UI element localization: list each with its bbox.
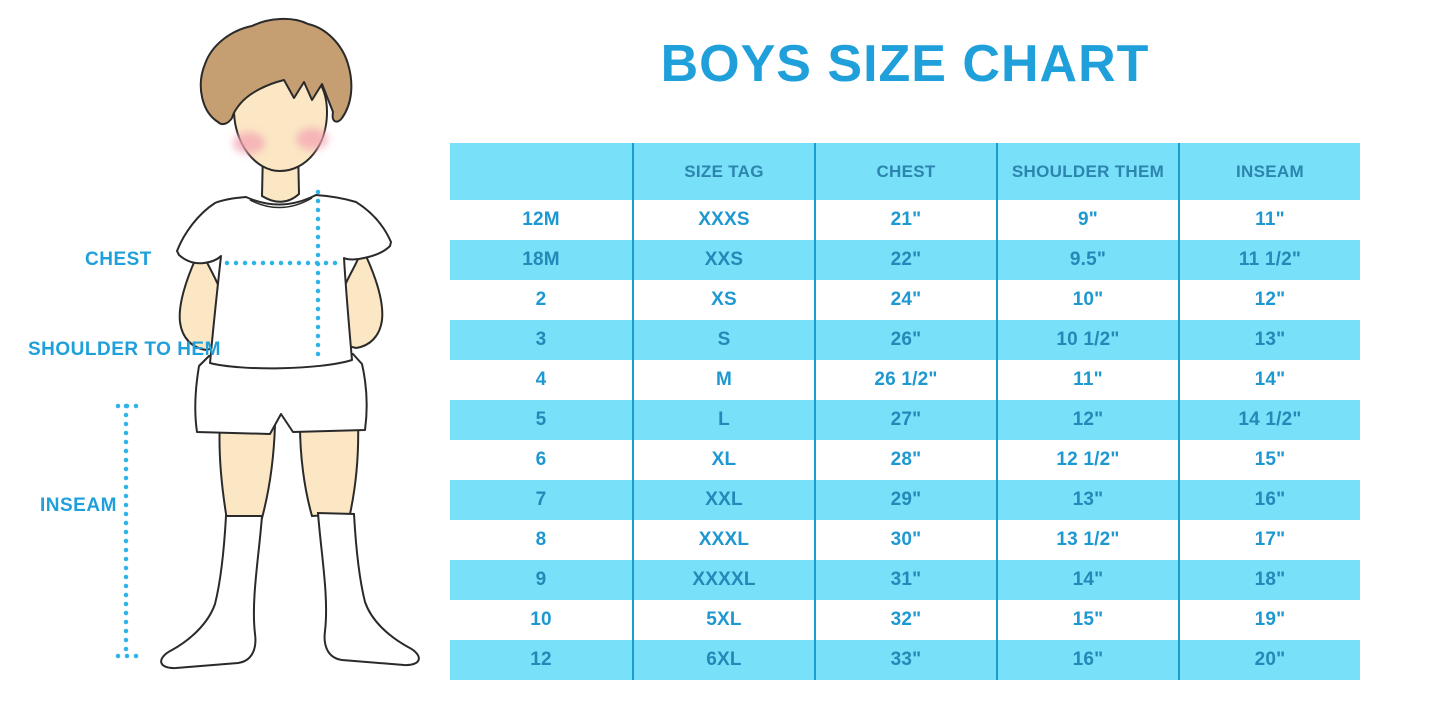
header-size (450, 143, 632, 200)
size-cell: 7 (535, 489, 547, 510)
size-cell: 6 (535, 449, 547, 470)
table-cell: 11" (996, 360, 1178, 400)
table-row: 3 S 26" 10 1/2" 13" (450, 320, 1360, 360)
size-cell: 8 (535, 529, 547, 550)
table-row: 8 XXXL 30" 13 1/2" 17" (450, 520, 1360, 560)
header-inseam: INSEAM (1178, 143, 1360, 200)
boy-cheeks (233, 128, 328, 154)
boy-hair (199, 18, 353, 126)
table-row: 2 XS 24" 10" 12" (450, 280, 1360, 320)
table-cell: XXXXL (632, 560, 814, 600)
size-cell: 9 (535, 569, 547, 590)
table-cell: L (632, 400, 814, 440)
table-cell: 21" (814, 200, 996, 240)
header-size-tag: SIZE TAG (632, 143, 814, 200)
table-row: 10 5XL 32" 15" 19" (450, 600, 1360, 640)
table-cell: 11" (1178, 200, 1360, 240)
table-cell: 10" (996, 280, 1178, 320)
table-cell: XXXS (632, 200, 814, 240)
size-cell: 12M (522, 209, 560, 230)
table-row: 18M XXS 22" 9.5" 11 1/2" (450, 240, 1360, 280)
table-cell: 12" (1178, 280, 1360, 320)
table-cell: 30" (814, 520, 996, 560)
table-cell: 29" (814, 480, 996, 520)
table-cell: 31" (814, 560, 996, 600)
table-cell: XXL (632, 480, 814, 520)
boy-left-sock (160, 515, 264, 670)
table-row: 9 XXXXL 31" 14" 18" (450, 560, 1360, 600)
table-cell: 17" (1178, 520, 1360, 560)
table-cell: 14" (1178, 360, 1360, 400)
table-cell: 5XL (632, 600, 814, 640)
table-body: 12M XXXS 21" 9" 11" 18M XXS 22" 9.5" 11 1/2" 2 XS 24… (450, 200, 1360, 680)
boy-left-leg (218, 418, 277, 522)
table-cell: 27" (814, 400, 996, 440)
page-title: BOYS SIZE CHART (660, 35, 1150, 93)
table-cell: 13 1/2" (996, 520, 1178, 560)
table-cell: 15" (996, 600, 1178, 640)
table-cell: 9.5" (996, 240, 1178, 280)
table-cell: 10 1/2" (996, 320, 1178, 360)
table-cell: 6XL (632, 640, 814, 680)
table-cell: 20" (1178, 640, 1360, 680)
chest-label: CHEST (85, 249, 152, 270)
size-cell: 12 (530, 649, 552, 670)
table-cell: 28" (814, 440, 996, 480)
header-shoulder-them: SHOULDER THEM (996, 143, 1178, 200)
table-cell: XXXL (632, 520, 814, 560)
table-cell: 24" (814, 280, 996, 320)
table-cell: 12 1/2" (996, 440, 1178, 480)
size-cell: 18M (522, 249, 560, 270)
table-cell: M (632, 360, 814, 400)
boy-tshirt (176, 194, 392, 370)
table-cell: 13" (996, 480, 1178, 520)
table-row: 12 6XL 33" 16" 20" (450, 640, 1360, 680)
table-cell: 11 1/2" (1178, 240, 1360, 280)
boy-right-leg (298, 418, 360, 518)
table-cell: S (632, 320, 814, 360)
size-cell: 4 (535, 369, 547, 390)
table-row: 5 L 27" 12" 14 1/2" (450, 400, 1360, 440)
table-cell: 13" (1178, 320, 1360, 360)
boy-shorts (194, 353, 368, 435)
table-row: 4 M 26 1/2" 11" 14" (450, 360, 1360, 400)
table-cell: 26 1/2" (814, 360, 996, 400)
table-cell: 18" (1178, 560, 1360, 600)
table-row: 7 XXL 29" 13" 16" (450, 480, 1360, 520)
table-cell: 15" (1178, 440, 1360, 480)
header-chest: CHEST (814, 143, 996, 200)
table-row: 6 XL 28" 12 1/2" 15" (450, 440, 1360, 480)
table-cell: 14" (996, 560, 1178, 600)
table-cell: 33" (814, 640, 996, 680)
table-cell: 12" (996, 400, 1178, 440)
table-cell: XL (632, 440, 814, 480)
size-cell: 3 (535, 329, 547, 350)
table-header-row: SIZE TAG CHEST SHOULDER THEM INSEAM (450, 143, 1360, 200)
table-cell: 32" (814, 600, 996, 640)
table-cell: 22" (814, 240, 996, 280)
size-cell: 2 (535, 289, 547, 310)
shoulder-to-hem-label: SHOULDER TO HEM (28, 339, 221, 360)
boy-illustration (115, 18, 420, 670)
size-table: SIZE TAG CHEST SHOULDER THEM INSEAM 12M X… (450, 143, 1360, 680)
table-cell: XXS (632, 240, 814, 280)
table-cell: 19" (1178, 600, 1360, 640)
table-cell: 14 1/2" (1178, 400, 1360, 440)
size-cell: 5 (535, 409, 547, 430)
table-cell: 16" (996, 640, 1178, 680)
size-cell: 10 (530, 609, 552, 630)
table-cell: 16" (1178, 480, 1360, 520)
table-cell: 9" (996, 200, 1178, 240)
table-cell: XS (632, 280, 814, 320)
boy-collar-line (249, 197, 313, 209)
table-cell: 26" (814, 320, 996, 360)
boy-right-sock (316, 511, 420, 667)
inseam-label: INSEAM (40, 495, 117, 516)
table-row: 12M XXXS 21" 9" 11" (450, 200, 1360, 240)
